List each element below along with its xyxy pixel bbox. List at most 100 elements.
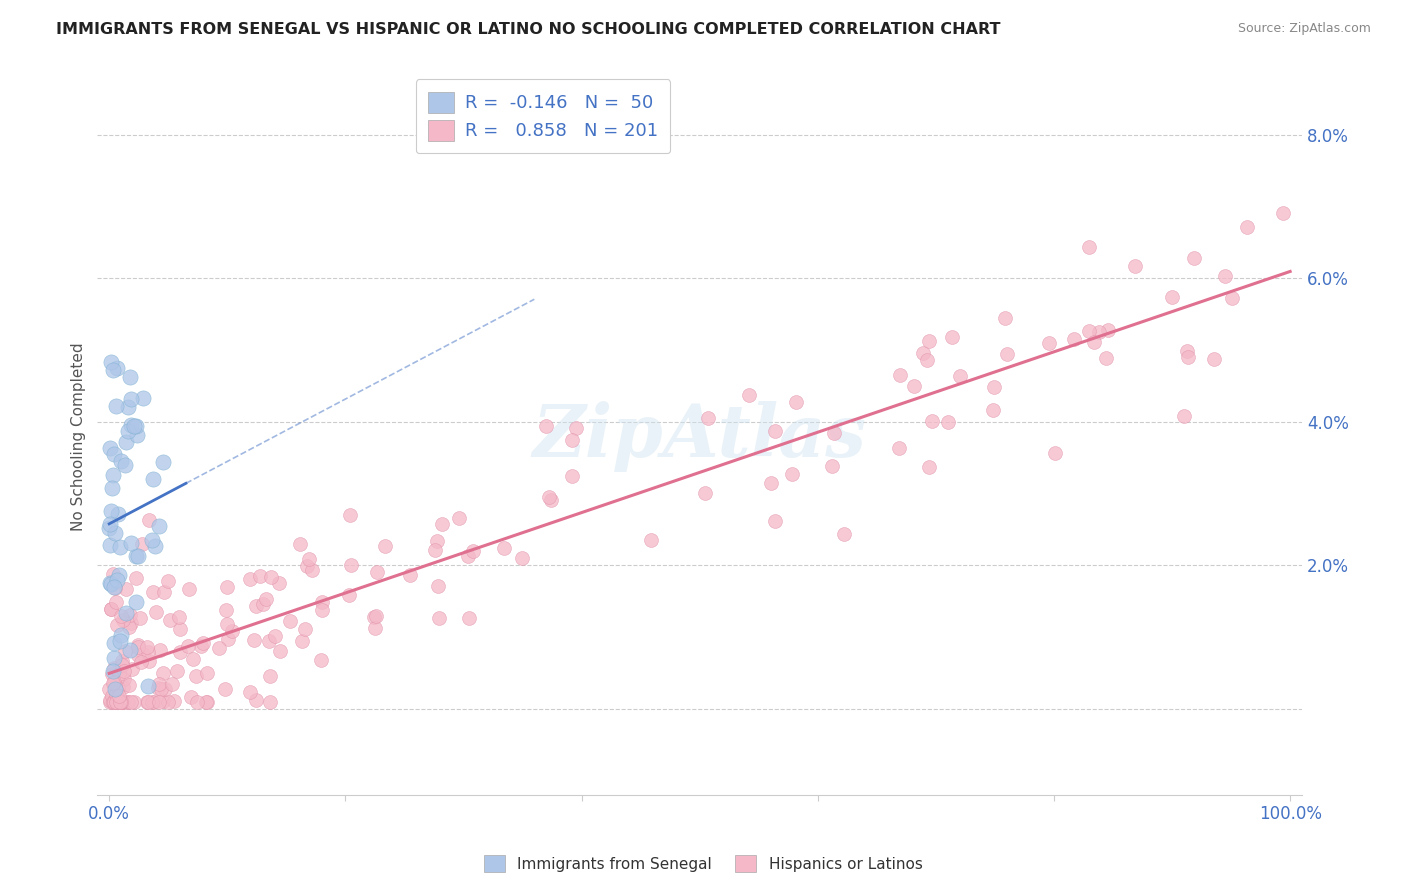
Point bbox=[120, 392, 142, 406]
Point bbox=[98, 538, 121, 552]
Point bbox=[105, 686, 128, 700]
Point bbox=[887, 441, 910, 455]
Point bbox=[142, 471, 165, 485]
Point bbox=[101, 689, 124, 703]
Point bbox=[921, 414, 943, 428]
Point bbox=[111, 654, 134, 668]
Point bbox=[103, 581, 125, 595]
Point bbox=[98, 682, 121, 697]
Point bbox=[195, 695, 218, 709]
Point bbox=[105, 360, 128, 375]
Point bbox=[780, 467, 803, 481]
Point bbox=[427, 611, 450, 625]
Point bbox=[821, 459, 844, 474]
Point bbox=[259, 668, 281, 682]
Point bbox=[100, 504, 122, 518]
Point bbox=[118, 678, 141, 692]
Point bbox=[101, 695, 124, 709]
Point bbox=[534, 418, 557, 433]
Point bbox=[120, 418, 142, 433]
Point bbox=[115, 435, 138, 450]
Point bbox=[141, 533, 163, 547]
Point bbox=[337, 588, 360, 602]
Point bbox=[103, 661, 125, 675]
Point bbox=[125, 595, 148, 609]
Point bbox=[1097, 323, 1119, 337]
Point bbox=[239, 572, 262, 586]
Point bbox=[311, 652, 333, 666]
Point bbox=[118, 370, 141, 384]
Point bbox=[260, 570, 283, 584]
Point bbox=[148, 677, 170, 691]
Point bbox=[458, 611, 481, 625]
Point bbox=[120, 608, 142, 623]
Point bbox=[117, 424, 139, 438]
Point bbox=[108, 634, 131, 648]
Point bbox=[120, 695, 142, 709]
Point bbox=[269, 576, 291, 591]
Point bbox=[148, 519, 170, 533]
Point bbox=[125, 549, 148, 563]
Point bbox=[214, 603, 236, 617]
Point bbox=[889, 368, 911, 383]
Point bbox=[163, 693, 186, 707]
Point bbox=[138, 513, 160, 527]
Text: Source: ZipAtlas.com: Source: ZipAtlas.com bbox=[1237, 22, 1371, 36]
Point bbox=[1095, 351, 1118, 366]
Point bbox=[425, 543, 447, 558]
Point bbox=[291, 633, 314, 648]
Point bbox=[1184, 251, 1206, 265]
Point bbox=[131, 537, 153, 551]
Point bbox=[120, 642, 142, 657]
Point bbox=[100, 355, 122, 369]
Point bbox=[152, 694, 174, 708]
Legend: Immigrants from Senegal, Hispanics or Latinos: Immigrants from Senegal, Hispanics or La… bbox=[477, 847, 929, 880]
Point bbox=[112, 695, 135, 709]
Point bbox=[1088, 325, 1111, 339]
Point bbox=[565, 421, 588, 435]
Point bbox=[105, 595, 128, 609]
Point bbox=[537, 490, 560, 504]
Point bbox=[169, 645, 191, 659]
Point bbox=[280, 614, 302, 628]
Point bbox=[110, 695, 132, 709]
Point bbox=[122, 695, 145, 709]
Point bbox=[110, 695, 132, 709]
Point bbox=[108, 540, 131, 554]
Point bbox=[103, 363, 125, 377]
Point bbox=[311, 603, 333, 617]
Point bbox=[111, 695, 134, 709]
Point bbox=[1161, 289, 1184, 303]
Point bbox=[463, 544, 485, 558]
Point bbox=[214, 681, 236, 696]
Point bbox=[339, 508, 361, 522]
Point bbox=[1063, 332, 1085, 346]
Point bbox=[103, 636, 125, 650]
Point bbox=[142, 585, 165, 599]
Point bbox=[103, 650, 125, 665]
Point bbox=[138, 695, 160, 709]
Point bbox=[763, 514, 786, 528]
Point bbox=[114, 672, 136, 686]
Point bbox=[167, 609, 190, 624]
Point bbox=[121, 662, 143, 676]
Point bbox=[108, 567, 131, 582]
Point bbox=[217, 580, 239, 594]
Point bbox=[120, 536, 142, 550]
Point bbox=[1077, 324, 1099, 338]
Point bbox=[181, 652, 204, 666]
Point bbox=[153, 584, 176, 599]
Point bbox=[98, 521, 121, 535]
Point bbox=[117, 695, 139, 709]
Point bbox=[918, 460, 941, 475]
Point bbox=[1204, 351, 1226, 366]
Point bbox=[765, 425, 787, 439]
Point bbox=[339, 558, 361, 573]
Point bbox=[150, 682, 173, 697]
Point bbox=[311, 595, 333, 609]
Point bbox=[298, 552, 321, 566]
Point bbox=[363, 609, 385, 624]
Point bbox=[427, 579, 450, 593]
Point bbox=[127, 549, 149, 564]
Point bbox=[127, 640, 149, 654]
